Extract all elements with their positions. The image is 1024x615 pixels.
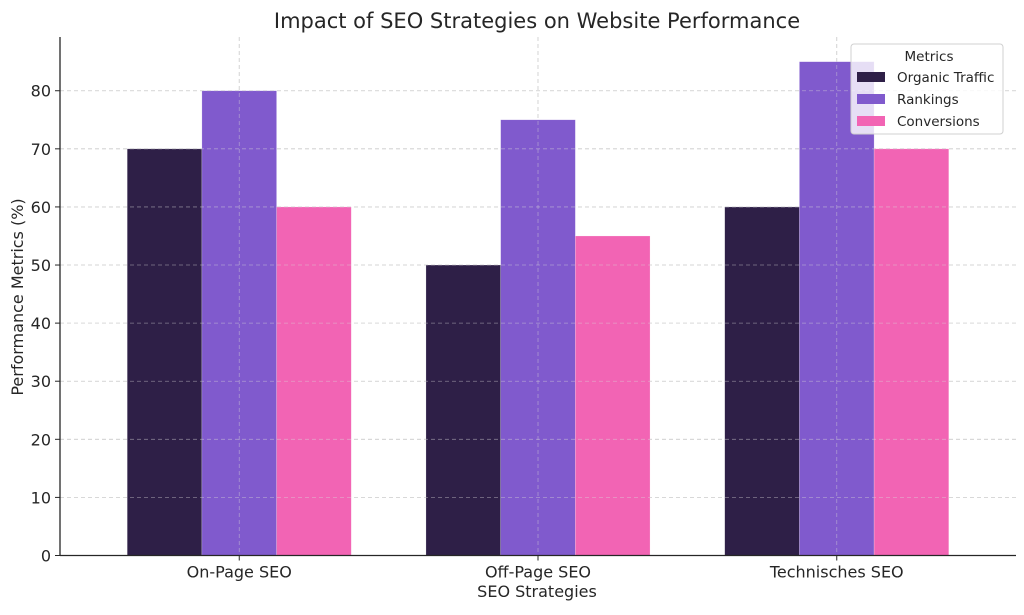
y-tick-label: 50 bbox=[31, 256, 51, 275]
y-axis-label: Performance Metrics (%) bbox=[8, 198, 27, 395]
y-tick-label: 0 bbox=[41, 547, 51, 566]
y-tick-label: 60 bbox=[31, 198, 51, 217]
legend-box bbox=[850, 43, 1004, 135]
legend-swatch-organic-traffic bbox=[857, 72, 885, 82]
bar-organic-traffic-0 bbox=[126, 148, 203, 556]
y-tick-label: 20 bbox=[31, 430, 51, 449]
bar-conversions-1 bbox=[575, 235, 651, 556]
bars bbox=[60, 37, 1016, 556]
y-tick-label: 30 bbox=[31, 372, 51, 391]
legend-swatch-rankings bbox=[857, 94, 885, 104]
legend-label: Rankings bbox=[897, 92, 959, 108]
chart-title: Impact of SEO Strategies on Website Perf… bbox=[274, 9, 800, 33]
y-tick-label: 80 bbox=[31, 82, 51, 101]
legend-title: Metrics bbox=[904, 49, 953, 65]
x-tick-label: On-Page SEO bbox=[187, 563, 292, 582]
x-tick-label: Technisches SEO bbox=[769, 563, 904, 582]
y-tick-label: 70 bbox=[31, 140, 51, 159]
legend: Metrics Organic Traffic Rankings Conversion… bbox=[850, 43, 1004, 135]
y-tick-label: 10 bbox=[31, 488, 51, 507]
y-tick-label: 40 bbox=[31, 314, 51, 333]
legend-label: Organic Traffic bbox=[897, 70, 994, 86]
x-axis-label: SEO Strategies bbox=[477, 582, 597, 601]
bar-conversions-2 bbox=[873, 148, 950, 556]
x-ticks: On-Page SEO Off-Page SEO Technisches SEO bbox=[187, 555, 904, 582]
x-tick-label: Off-Page SEO bbox=[485, 563, 591, 582]
bar-organic-traffic-1 bbox=[425, 264, 501, 556]
legend-swatch-conversions bbox=[857, 116, 885, 126]
legend-label: Conversions bbox=[897, 114, 980, 130]
y-ticks: 0 10 20 30 40 50 60 70 80 bbox=[31, 82, 60, 566]
